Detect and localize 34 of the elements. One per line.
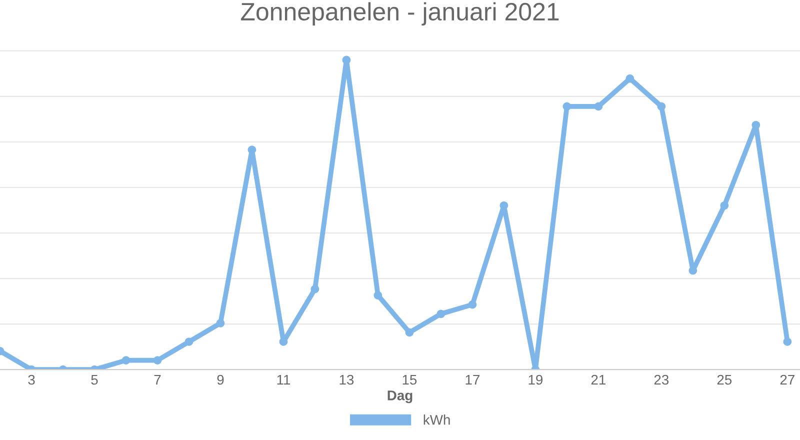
x-tick-label: 15 [402, 374, 417, 385]
x-tick-label: 13 [340, 374, 354, 385]
x-tick-label: 9 [217, 374, 224, 385]
point [153, 356, 162, 364]
point [216, 318, 225, 328]
point [468, 300, 477, 309]
x-tick-label: 27 [780, 374, 794, 385]
x-tick-label: 19 [528, 374, 542, 385]
point [720, 201, 729, 210]
point [626, 74, 634, 83]
x-axis-title: Dag [388, 390, 412, 404]
point [279, 338, 288, 346]
point [122, 356, 130, 364]
point [184, 338, 194, 346]
point [562, 102, 572, 111]
x-tick-label: 3 [28, 374, 35, 385]
point [374, 291, 382, 300]
x-tick-label: 21 [591, 374, 606, 385]
point [405, 328, 414, 337]
x-tick-label: 25 [717, 374, 732, 385]
point [594, 102, 603, 111]
legend-label: kWh [424, 414, 450, 425]
point [248, 146, 256, 154]
x-tick-label: 17 [466, 374, 480, 385]
chart-title: Zonnepanelen - januari 2021 [240, 2, 559, 26]
point [310, 284, 320, 294]
point [783, 338, 792, 346]
x-tick-label: 11 [277, 374, 290, 385]
x-tick-label: 5 [91, 374, 98, 385]
point [436, 310, 446, 318]
x-tick-label: 23 [654, 374, 669, 385]
point [657, 102, 666, 111]
point [752, 120, 760, 130]
x-tick-label: 7 [154, 374, 161, 385]
